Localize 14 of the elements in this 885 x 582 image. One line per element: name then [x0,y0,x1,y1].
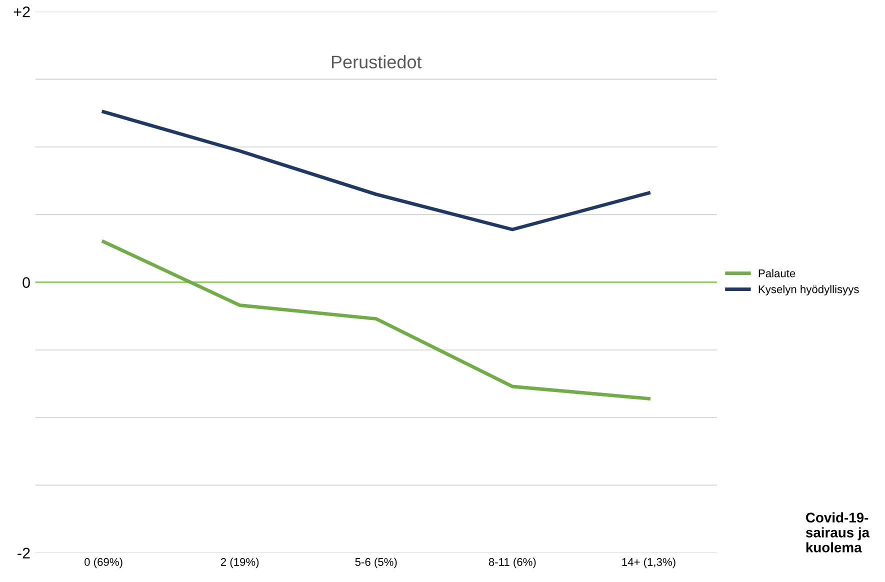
line-series [102,240,650,400]
legend-label: Palaute [758,269,796,278]
x-tick-label: 8-11 (6%) [488,558,536,568]
y-tick-label: -2 [18,548,30,558]
y-tick-label: 0 [22,277,30,288]
x-tick-label: 2 (19%) [220,558,259,568]
x-tick-label: 5-6 (5%) [355,558,397,568]
legend-label: Kyselyn hyödyllisyys [758,285,859,296]
line-series [102,110,650,232]
y-tick-label: +2 [14,6,30,18]
text: Perustiedot [332,55,422,68]
x-tick-label: 14+ (1,3%) [622,558,676,568]
x-tick-label: 0 (69%) [84,558,122,568]
text: Covid-19- sairaus ja kuolema [806,512,870,552]
